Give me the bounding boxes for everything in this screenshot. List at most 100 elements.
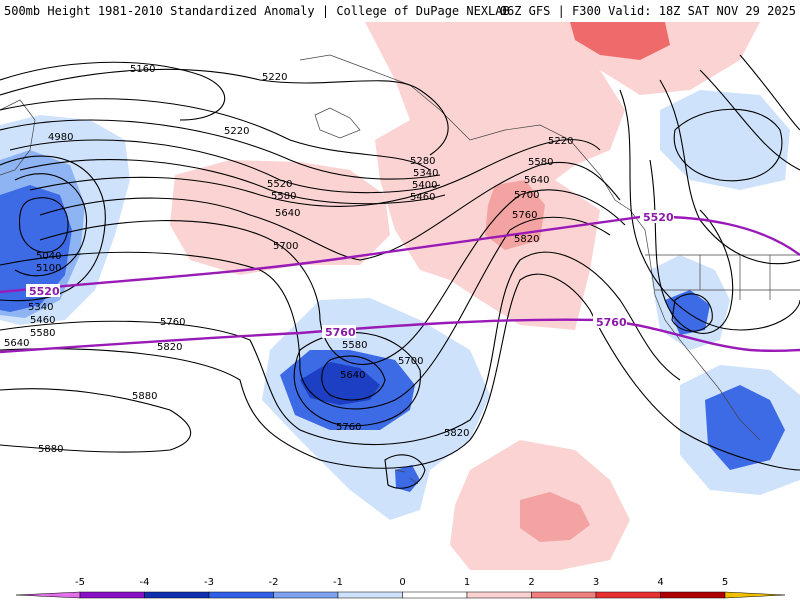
anomaly-fill-pos-strong-canada xyxy=(570,22,670,60)
contour-label: 5640 xyxy=(275,208,300,219)
colorbar: -5 -4 -3 -2 -1 0 1 2 3 4 5 xyxy=(15,577,786,599)
colorbar-tick-label: -1 xyxy=(333,577,343,588)
contour-label: 5040 xyxy=(36,251,61,262)
colorbar-tick-label: -2 xyxy=(269,577,279,588)
climatology-lines xyxy=(0,215,800,354)
colorbar-segment xyxy=(337,591,403,599)
colorbar-segment xyxy=(208,591,274,599)
contour-hawaii xyxy=(384,454,426,489)
contour-5820 xyxy=(0,273,800,471)
anomaly-fill-pos-north-pacific xyxy=(170,160,390,275)
climatology-labels: 5520 5760 5520 5760 xyxy=(26,210,674,339)
contour-label: 5580 xyxy=(528,157,553,168)
contour-label: 5580 xyxy=(30,328,55,339)
climo-5760-line xyxy=(0,318,800,354)
colorbar-arrow-low xyxy=(15,591,81,599)
anomaly-fill-neg-bering-strong xyxy=(0,185,72,312)
contour-label: 5880 xyxy=(132,391,157,402)
contour-label: 5340 xyxy=(28,302,53,313)
contour-labels: 5160 5220 5220 5220 4980 5280 5340 5400 … xyxy=(4,64,573,455)
header-bar: 500mb Height 1981-2010 Standardized Anom… xyxy=(0,0,800,22)
contour-label: 5220 xyxy=(548,136,573,147)
contour-east-3 xyxy=(699,69,800,171)
contour-west-coast-2 xyxy=(649,159,734,334)
contour-5520 xyxy=(29,139,601,207)
colorbar-tick-label: 1 xyxy=(464,577,470,588)
contour-label: 5280 xyxy=(410,156,435,167)
contour-label: 5520 xyxy=(267,179,292,190)
contour-5760 xyxy=(0,251,681,445)
colorbar-tick-label: 2 xyxy=(528,577,534,588)
colorbar-segment xyxy=(402,591,468,599)
climo-label: 5520 xyxy=(29,285,60,298)
contour-label: 5220 xyxy=(262,72,287,83)
anomaly-fill-pos-gulf-alaska xyxy=(365,22,625,330)
contour-label: 5700 xyxy=(398,356,423,367)
map-panel[interactable]: 5160 5220 5220 5220 4980 5280 5340 5400 … xyxy=(0,22,800,570)
contour-5280 xyxy=(0,98,431,171)
colorbar-segment xyxy=(531,591,597,599)
climo-5520-line xyxy=(0,215,800,294)
climo-label: 5760 xyxy=(325,326,356,339)
contour-bering-low-2 xyxy=(14,173,88,277)
contour-central-low xyxy=(321,355,386,401)
model-run-info: 06Z GFS | F300 Valid: 18Z SAT NOV 29 202… xyxy=(499,4,796,18)
contour-label: 5880 xyxy=(38,444,63,455)
contour-label: 5460 xyxy=(30,315,55,326)
climo-label-bg xyxy=(640,210,674,223)
height-contours xyxy=(0,54,800,489)
map-title: 500mb Height 1981-2010 Standardized Anom… xyxy=(4,4,510,18)
anomaly-fill-neg-central-deep xyxy=(300,362,380,405)
contour-west-coast-low xyxy=(671,293,713,332)
colorbar-tick-label: 5 xyxy=(722,577,728,588)
climo-label: 5520 xyxy=(643,211,674,224)
colorbar-tick-label: -5 xyxy=(75,577,85,588)
coastline-alaska xyxy=(299,54,631,211)
coastlines xyxy=(0,54,800,485)
contour-label: 5220 xyxy=(224,126,249,137)
colorbar-segment xyxy=(595,591,661,599)
colorbar-tick-label: -3 xyxy=(204,577,214,588)
contour-label: 5640 xyxy=(340,370,365,381)
coastline-west-coast xyxy=(629,209,761,441)
contour-label: 5340 xyxy=(413,168,438,179)
contour-label: 5820 xyxy=(157,342,182,353)
colorbar-arrow-high xyxy=(724,591,786,599)
contour-label: 5700 xyxy=(514,190,539,201)
anomaly-fill-neg-northeast xyxy=(660,90,790,190)
colorbar-segment xyxy=(144,591,210,599)
colorbar-segment xyxy=(79,591,145,599)
colorbar-tick-label: 3 xyxy=(593,577,599,588)
contour-label: 5160 xyxy=(130,64,155,75)
contour-label: 5820 xyxy=(444,428,469,439)
contour-label: 5760 xyxy=(512,210,537,221)
contour-bering-low-1 xyxy=(18,197,69,253)
climo-label-bg xyxy=(593,315,627,328)
contour-5160 xyxy=(0,61,226,121)
contour-label: 5820 xyxy=(514,234,539,245)
contour-label: 5460 xyxy=(410,192,435,203)
contour-5880-west xyxy=(0,388,192,453)
contour-label: 5700 xyxy=(273,241,298,252)
contour-label: 5100 xyxy=(36,263,61,274)
climo-label: 5760 xyxy=(596,316,627,329)
contour-label: 5640 xyxy=(4,338,29,349)
climo-label-bg xyxy=(26,284,60,297)
contour-5340 xyxy=(0,119,441,180)
contour-label: 5760 xyxy=(160,317,185,328)
contour-ne-low xyxy=(673,108,783,182)
contour-5460 xyxy=(19,159,446,205)
contour-label: 4980 xyxy=(48,132,73,143)
coastline-alaska-islands xyxy=(314,107,361,139)
contour-label: 5400 xyxy=(412,180,437,191)
contour-east-4 xyxy=(739,54,800,131)
colorbar-tick-label: 4 xyxy=(657,577,663,588)
colorbar-tick-label: 0 xyxy=(399,577,405,588)
coastline-siberia xyxy=(0,99,36,176)
anomaly-fill-neg-mexico-mid xyxy=(705,385,785,470)
state-borders xyxy=(655,255,800,300)
positive-anomaly-shading xyxy=(170,22,760,570)
contour-5640 xyxy=(39,189,626,365)
contour-5220 xyxy=(0,68,449,156)
colorbar-segment xyxy=(466,591,532,599)
